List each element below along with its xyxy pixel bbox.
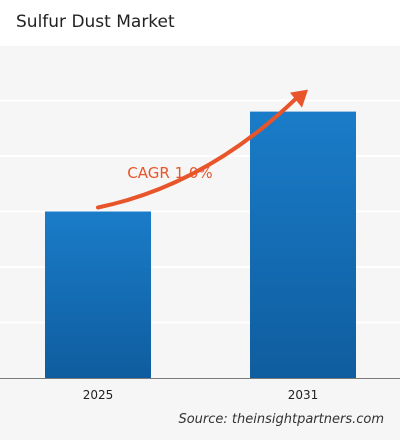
x-tick-label: 2031 [288, 388, 319, 402]
bar-2031 [250, 111, 356, 378]
chart-title: Sulfur Dust Market [16, 12, 175, 32]
bar-2025 [45, 211, 151, 378]
cagr-label: CAGR 1.0% [127, 164, 212, 182]
cagr-arrow [96, 96, 298, 210]
cagr-arrow-head [290, 89, 308, 108]
source-credit: Source: theinsightpartners.com [178, 412, 384, 427]
x-tick-label: 2025 [83, 388, 114, 402]
